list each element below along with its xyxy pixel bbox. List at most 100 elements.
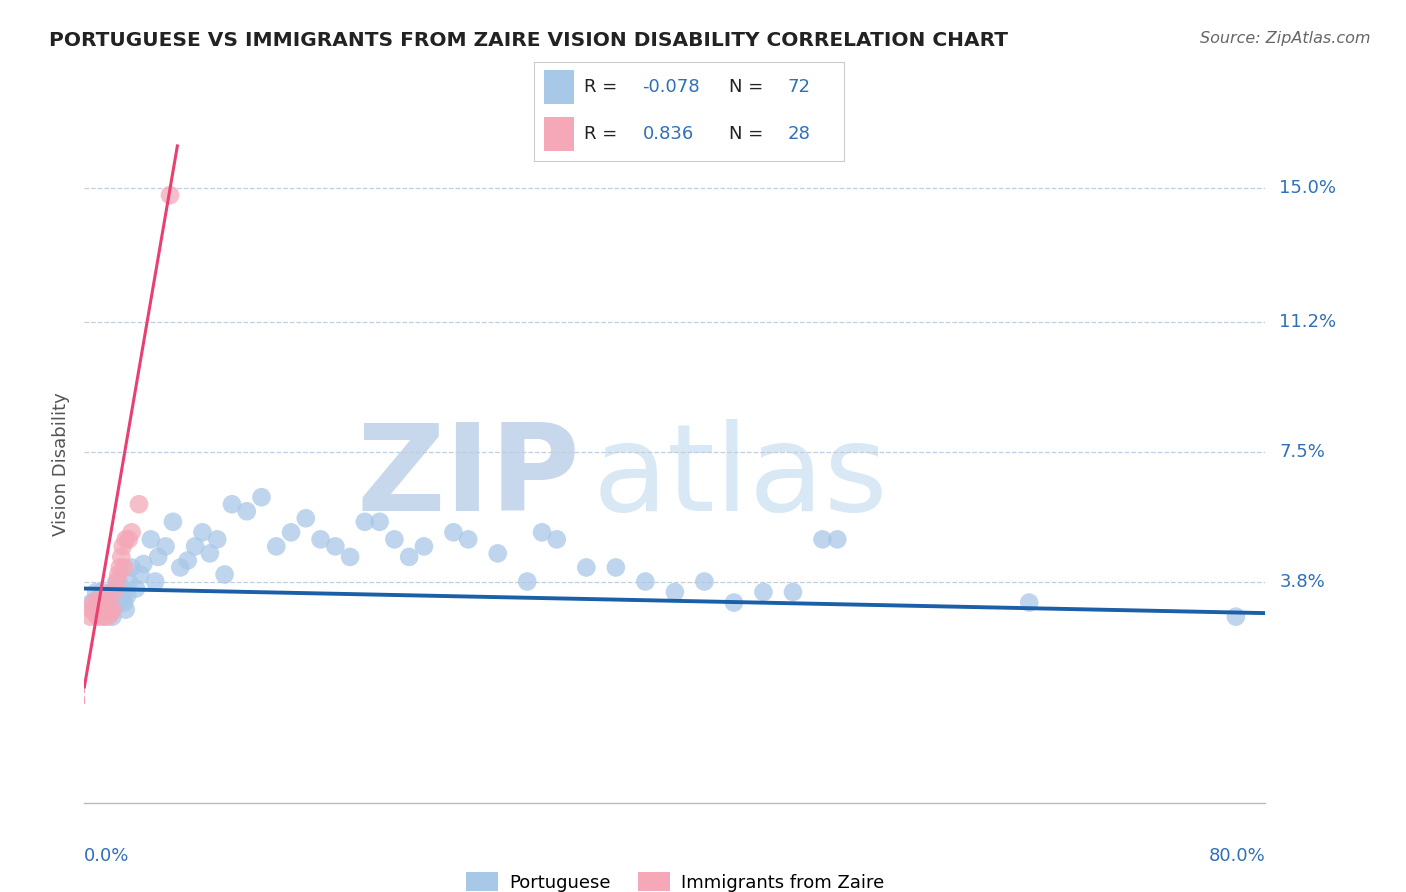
Text: ZIP: ZIP: [357, 419, 581, 536]
Point: [118, 574, 141, 589]
Text: 72: 72: [787, 78, 811, 96]
Point: [108, 578, 131, 592]
Point: [118, 533, 141, 547]
Point: [111, 592, 134, 607]
Point: [91, 585, 114, 599]
Point: [1225, 609, 1247, 624]
Point: [169, 560, 191, 574]
Point: [605, 560, 627, 574]
Point: [114, 602, 136, 616]
Point: [457, 533, 479, 547]
Point: [107, 567, 129, 582]
Legend: Portuguese, Immigrants from Zaire: Portuguese, Immigrants from Zaire: [458, 865, 891, 892]
Point: [382, 533, 406, 547]
Point: [112, 596, 135, 610]
Point: [339, 549, 361, 564]
Text: 7.5%: 7.5%: [1279, 442, 1326, 460]
Point: [309, 533, 332, 547]
Point: [91, 596, 114, 610]
Point: [115, 589, 138, 603]
Point: [100, 606, 122, 620]
Point: [159, 188, 181, 202]
Point: [112, 560, 135, 574]
Point: [811, 533, 834, 547]
Point: [205, 533, 228, 547]
Text: 28: 28: [787, 125, 811, 143]
Text: R =: R =: [583, 125, 617, 143]
Point: [94, 602, 117, 616]
FancyBboxPatch shape: [544, 118, 575, 151]
Point: [530, 525, 553, 540]
Text: atlas: atlas: [592, 419, 887, 536]
Text: 0.0%: 0.0%: [84, 847, 129, 865]
Point: [110, 585, 132, 599]
Point: [82, 596, 104, 610]
Point: [87, 602, 111, 616]
Point: [143, 574, 166, 589]
Point: [105, 574, 128, 589]
Point: [121, 525, 143, 540]
Point: [280, 525, 302, 540]
Point: [398, 549, 420, 564]
Text: 3.8%: 3.8%: [1279, 573, 1326, 591]
Point: [295, 511, 318, 525]
Point: [191, 525, 214, 540]
Point: [90, 602, 112, 616]
Point: [96, 589, 118, 603]
Point: [105, 574, 128, 589]
Point: [98, 602, 121, 616]
Point: [84, 599, 107, 613]
Point: [79, 609, 101, 624]
Point: [264, 540, 288, 554]
Point: [575, 560, 598, 574]
Point: [103, 592, 125, 607]
Text: 15.0%: 15.0%: [1279, 179, 1337, 197]
Point: [250, 490, 273, 504]
Point: [486, 546, 509, 560]
Text: N =: N =: [730, 125, 763, 143]
Point: [354, 515, 377, 529]
Point: [441, 525, 464, 540]
Point: [723, 596, 745, 610]
Point: [107, 582, 129, 596]
Text: -0.078: -0.078: [643, 78, 700, 96]
Point: [516, 574, 538, 589]
Point: [80, 596, 103, 610]
Point: [104, 599, 127, 613]
Point: [84, 585, 107, 599]
Y-axis label: Vision Disability: Vision Disability: [52, 392, 70, 536]
Point: [114, 533, 136, 547]
Point: [368, 515, 391, 529]
Point: [90, 599, 112, 613]
Text: N =: N =: [730, 78, 763, 96]
Text: 0.836: 0.836: [643, 125, 693, 143]
Point: [121, 560, 143, 574]
Point: [1018, 596, 1040, 610]
Point: [83, 606, 105, 620]
Point: [86, 609, 108, 624]
Point: [80, 602, 103, 616]
Point: [93, 609, 115, 624]
Point: [87, 592, 111, 607]
Point: [139, 533, 162, 547]
Point: [93, 609, 115, 624]
Point: [634, 574, 657, 589]
Point: [221, 497, 243, 511]
FancyBboxPatch shape: [544, 70, 575, 103]
Point: [96, 606, 118, 620]
Point: [323, 540, 347, 554]
Point: [110, 549, 132, 564]
Point: [162, 515, 184, 529]
Point: [129, 567, 152, 582]
Point: [782, 585, 804, 599]
Point: [235, 504, 259, 518]
Point: [214, 567, 236, 582]
Point: [827, 533, 849, 547]
Text: R =: R =: [583, 78, 617, 96]
Point: [546, 533, 568, 547]
Point: [108, 560, 131, 574]
Point: [101, 602, 124, 616]
Point: [693, 574, 716, 589]
Text: Source: ZipAtlas.com: Source: ZipAtlas.com: [1201, 31, 1371, 46]
Point: [148, 549, 170, 564]
